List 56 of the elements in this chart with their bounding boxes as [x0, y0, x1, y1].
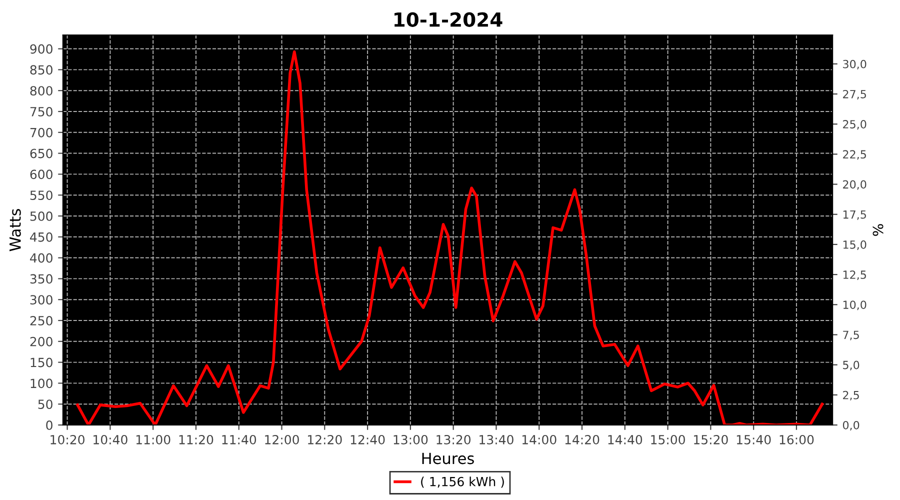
y2-tick-label: 17,5	[843, 210, 866, 220]
y-axis-title: Watts	[10, 209, 21, 252]
x-tick-label: 12:00	[265, 434, 299, 444]
x-tick-label: 16:00	[780, 434, 814, 444]
y2-tick-label: 0,0	[842, 420, 860, 431]
y-tick-label: 300	[30, 295, 52, 305]
y2-tick-label: 15,0	[843, 240, 866, 250]
y-tick-label: 750	[30, 106, 52, 116]
y-tick-label: 100	[30, 378, 52, 388]
x-tick-label: 10:20	[50, 434, 84, 444]
x-tick-label: 12:40	[350, 434, 385, 444]
line-series	[76, 50, 824, 425]
x-tick-label: 12:20	[308, 434, 342, 444]
x-tick-label: 11:40	[222, 434, 256, 444]
y-tick-label: 0	[46, 420, 52, 430]
y2-tick-label: 20,0	[843, 180, 866, 190]
y2-tick-label: 12,5	[843, 270, 866, 280]
y2-tick-label: 2,5	[843, 390, 859, 400]
x-tick-label: 13:20	[436, 434, 471, 444]
y-tick-label: 50	[38, 400, 52, 410]
x-tick-label: 11:20	[179, 434, 214, 444]
y2-tick-label: 25,0	[843, 120, 866, 130]
chart-title: 10-1-2024	[394, 12, 502, 27]
x-tick-label: 14:00	[522, 434, 556, 444]
y2-tick-label: 22,5	[843, 150, 866, 160]
y-tick-label: 500	[30, 211, 52, 221]
x-tick-label: 15:00	[651, 434, 685, 444]
y2-tick-label: 30,0	[843, 60, 866, 70]
x-tick-label: 15:40	[736, 434, 771, 444]
y2-tick-label: 10,0	[843, 300, 866, 310]
y2-tick-label: 7,5	[843, 330, 859, 340]
y-tick-label: 850	[30, 65, 52, 75]
y2-tick-label: 5,0	[843, 360, 860, 370]
y-tick-label: 450	[30, 232, 52, 242]
y-tick-label: 800	[30, 86, 52, 96]
x-tick-label: 14:40	[608, 434, 642, 444]
y-tick-label: 550	[30, 190, 52, 200]
x-tick-label: 15:20	[694, 434, 728, 444]
y-tick-label: 600	[30, 170, 52, 180]
x-axis-title: Heures	[422, 452, 474, 464]
y-tick-label: 700	[30, 128, 52, 138]
y2-tick-label: 27,5	[843, 90, 866, 100]
x-tick-label: 11:00	[136, 434, 170, 444]
y-tick-label: 250	[30, 316, 52, 326]
y-tick-label: 900	[30, 44, 52, 54]
y2-axis-title: %	[872, 224, 884, 236]
x-tick-label: 14:20	[565, 434, 600, 444]
x-tick-label: 13:00	[394, 434, 428, 444]
legend-label: ( 1,156 kWh )	[421, 476, 504, 488]
y-tick-label: 400	[30, 253, 52, 263]
y-tick-label: 650	[30, 148, 52, 158]
y-tick-label: 200	[30, 336, 52, 346]
y-tick-label: 150	[30, 358, 52, 368]
x-tick-label: 13:40	[480, 434, 514, 444]
x-tick-label: 10:40	[94, 434, 128, 444]
y-tick-label: 350	[30, 274, 52, 284]
